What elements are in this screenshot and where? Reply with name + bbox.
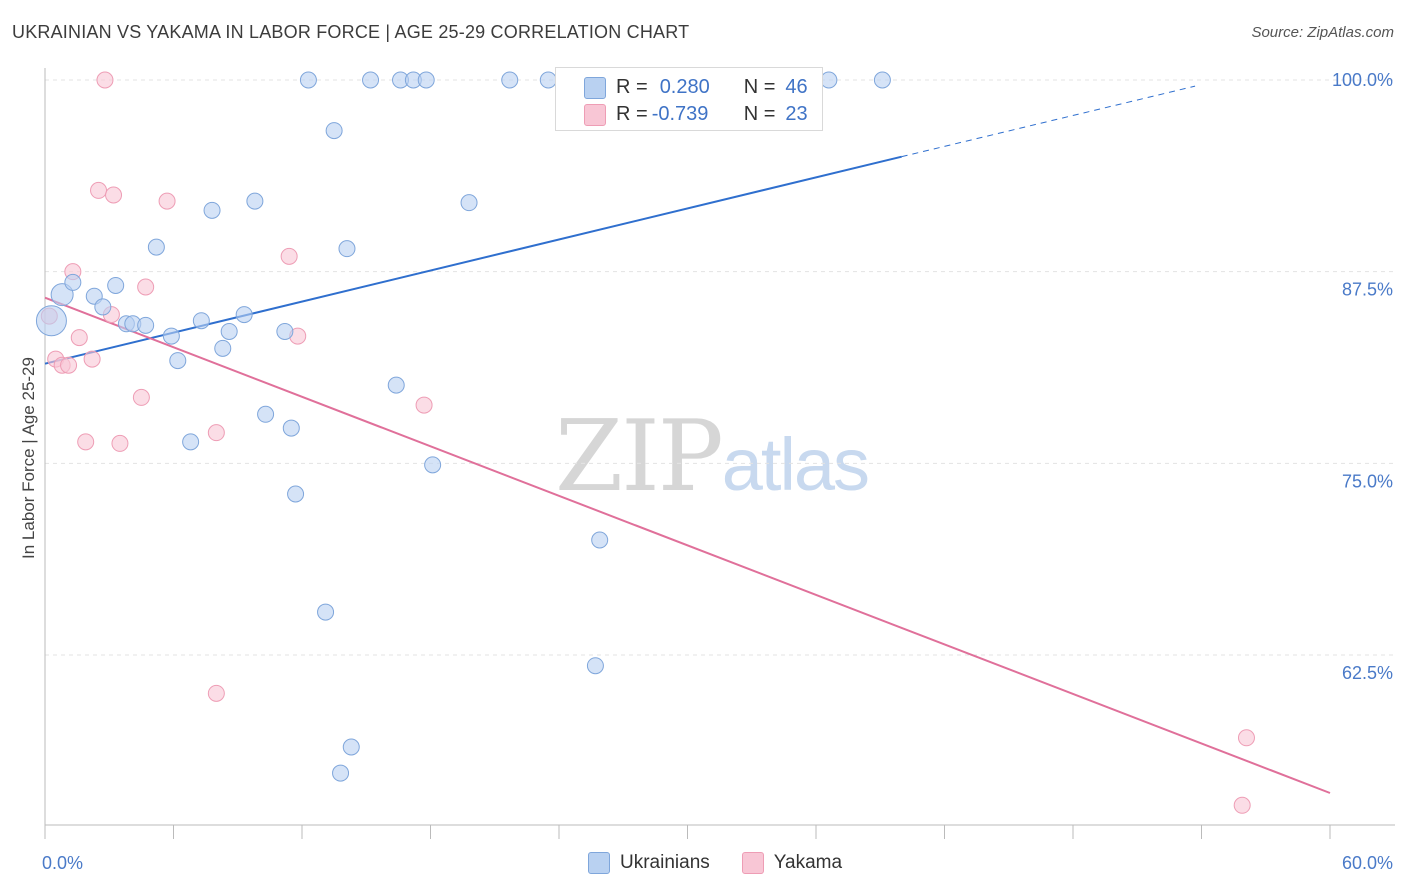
tick-labels: 62.5% 75.0% 87.5% 100.0% 0.0% 60.0% xyxy=(42,70,1393,873)
point-ukrainians xyxy=(214,339,232,357)
point-yakama xyxy=(158,192,176,210)
point-ukrainians xyxy=(107,276,125,294)
point-ukrainians xyxy=(50,283,74,307)
point-yakama xyxy=(132,388,150,406)
legend-label-ukrainians: Ukrainians xyxy=(620,852,710,873)
point-yakama xyxy=(415,396,433,414)
chart-title: UKRAINIAN VS YAKAMA IN LABOR FORCE | AGE… xyxy=(12,22,690,42)
point-yakama xyxy=(1233,796,1251,814)
point-yakama xyxy=(77,433,95,451)
point-yakama xyxy=(1237,729,1255,747)
trend-line-ukrainians-extension xyxy=(901,85,1196,158)
point-ukrainians xyxy=(64,273,82,291)
trend-lines xyxy=(44,85,1331,794)
y-tick-label: 62.5% xyxy=(1342,663,1393,683)
point-ukrainians xyxy=(282,419,300,437)
point-yakama xyxy=(90,181,108,199)
y-tick-label: 100.0% xyxy=(1332,70,1393,90)
legend-n-value: 46 xyxy=(785,75,808,98)
legend-n-label: N = xyxy=(743,102,776,125)
x-tick-label: 0.0% xyxy=(42,853,83,873)
point-ukrainians xyxy=(539,71,557,89)
point-ukrainians xyxy=(257,405,275,423)
source-label: Source: ZipAtlas.com xyxy=(1251,24,1394,41)
point-ukrainians xyxy=(169,352,187,370)
point-ukrainians xyxy=(820,71,838,89)
point-ukrainians xyxy=(338,240,356,258)
point-ukrainians xyxy=(299,71,317,89)
correlation-legend: R = 0.280 N = 46 R = -0.739 N = 23 xyxy=(555,67,823,131)
point-ukrainians xyxy=(246,192,264,210)
watermark-zip: ZIP xyxy=(555,400,724,514)
point-yakama xyxy=(105,186,123,204)
legend-r-label: R = xyxy=(616,75,648,98)
point-ukrainians xyxy=(586,657,604,675)
legend-swatch-ukrainians xyxy=(584,77,606,99)
legend-swatch-yakama xyxy=(584,104,606,126)
point-ukrainians xyxy=(94,298,112,316)
data-points xyxy=(35,71,1255,814)
point-ukrainians xyxy=(35,305,67,337)
point-ukrainians xyxy=(287,485,305,503)
legend-swatch-yakama xyxy=(741,852,764,874)
point-yakama xyxy=(60,356,78,374)
y-axis-label: In Labor Force | Age 25-29 xyxy=(19,357,38,559)
grid xyxy=(45,79,1395,656)
legend-row-ukrainians: R = 0.280 N = 46 xyxy=(616,74,808,100)
legend-r-value: -0.739 xyxy=(651,102,709,125)
point-ukrainians xyxy=(460,194,478,212)
point-ukrainians xyxy=(342,738,360,756)
point-ukrainians xyxy=(387,376,405,394)
point-yakama xyxy=(207,424,225,442)
point-ukrainians xyxy=(162,327,180,345)
legend-swatch-ukrainians xyxy=(588,852,610,874)
point-ukrainians xyxy=(220,322,238,340)
point-ukrainians xyxy=(362,71,380,89)
series-legend: Ukrainians Yakama xyxy=(588,852,842,874)
point-ukrainians xyxy=(137,316,155,334)
point-ukrainians xyxy=(147,238,165,256)
point-ukrainians xyxy=(424,456,442,474)
watermark: ZIPatlas xyxy=(555,400,870,514)
y-tick-label: 87.5% xyxy=(1342,280,1393,300)
point-ukrainians xyxy=(873,71,891,89)
x-tick-label: 60.0% xyxy=(1342,853,1393,873)
point-ukrainians xyxy=(235,306,253,324)
point-yakama xyxy=(70,329,88,347)
legend-row-yakama: R = -0.739 N = 23 xyxy=(616,101,808,127)
point-ukrainians xyxy=(276,322,294,340)
legend-r-value: 0.280 xyxy=(659,75,710,98)
point-ukrainians xyxy=(332,764,350,782)
point-ukrainians xyxy=(501,71,519,89)
point-ukrainians xyxy=(417,71,435,89)
trend-line-yakama xyxy=(44,296,1331,794)
legend-n-value: 23 xyxy=(785,102,808,125)
legend-n-label: N = xyxy=(743,75,776,98)
point-yakama xyxy=(83,350,101,368)
point-yakama xyxy=(207,684,225,702)
point-ukrainians xyxy=(182,433,200,451)
point-ukrainians xyxy=(591,531,609,549)
trend-line-ukrainians xyxy=(44,155,902,365)
point-yakama xyxy=(280,247,298,265)
point-yakama xyxy=(111,434,129,452)
point-yakama xyxy=(96,71,114,89)
watermark-atlas: atlas xyxy=(721,423,870,506)
point-ukrainians xyxy=(192,312,210,330)
point-yakama xyxy=(137,278,155,296)
legend-r-label: R = xyxy=(616,102,648,125)
axes xyxy=(44,68,1395,839)
point-ukrainians xyxy=(325,122,343,140)
y-tick-label: 75.0% xyxy=(1342,471,1393,491)
point-ukrainians xyxy=(317,603,335,621)
point-ukrainians xyxy=(203,201,221,219)
legend-label-yakama: Yakama xyxy=(773,852,843,873)
